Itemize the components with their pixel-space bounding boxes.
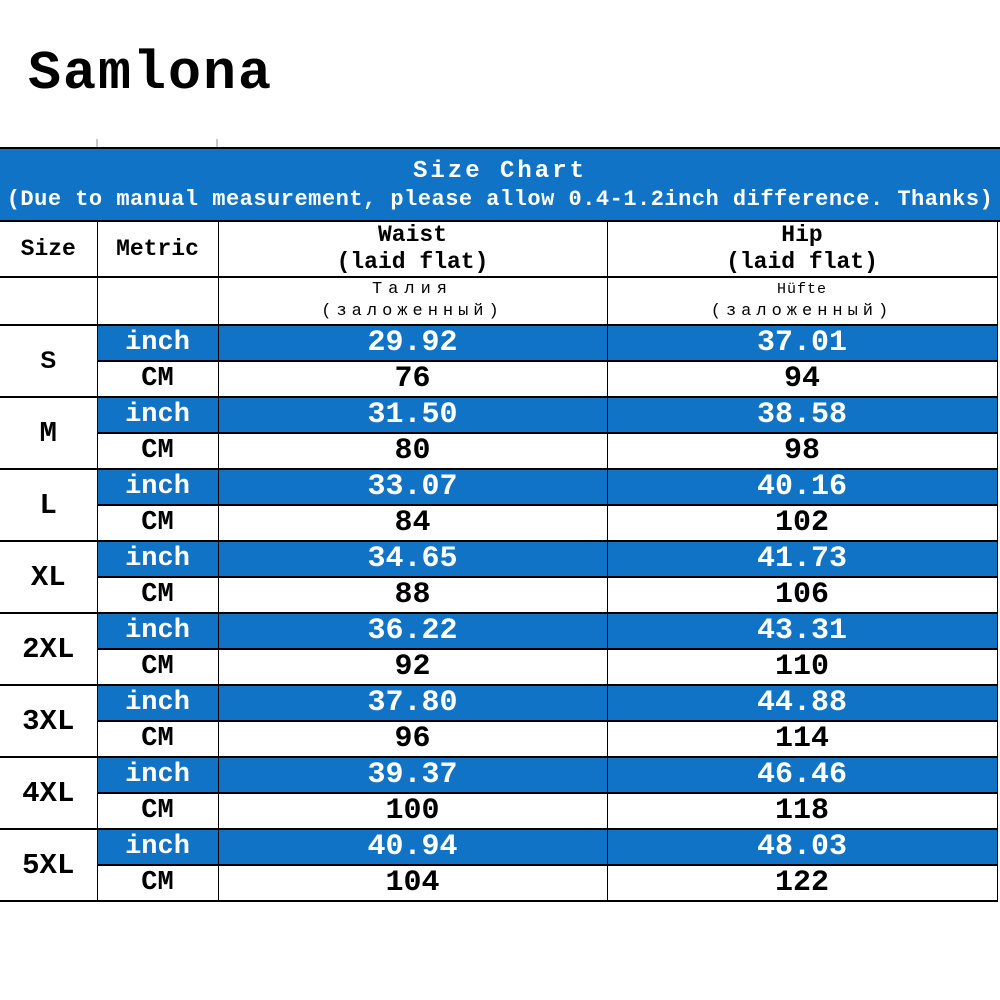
unit-label-inch: inch [97,397,219,434]
table-row: S inch 29.92 37.01 [0,325,998,398]
unit-label-cm: CM [97,433,219,470]
unit-label-cm: CM [97,361,219,398]
waist-inch-value: 34.65 [218,541,608,578]
unit-label-inch: inch [97,541,219,578]
col-header-metric: Metric [97,222,219,278]
unit-label-inch: inch [97,613,219,650]
waist-inch-value: 33.07 [218,469,608,506]
table-row: CM 92 110 [0,649,998,686]
hip-cm-value: 98 [607,433,998,470]
hip-inch-value: 40.16 [607,469,998,506]
hip-inch-value: 44.88 [607,685,998,722]
col-header-hip: Hip (laid flat) [607,222,998,278]
size-label: S [0,325,98,398]
waist-cm-value: 80 [218,433,608,470]
banner-subtitle: (Due to manual measurement, please allow… [6,187,994,212]
table-row: 4XL inch 39.37 46.46 [0,757,998,830]
hip-header-line1: Hip [781,222,823,248]
unit-label-cm: CM [97,505,219,542]
size-table: Size Metric Waist (laid flat) Hip (laid … [0,222,998,902]
hip-inch-value: 48.03 [607,829,998,866]
grid-tick [216,139,218,147]
translated-header-row: Талия (заложенный) Hüfte (заложенный) [0,277,998,326]
hip-inch-value: 46.46 [607,757,998,794]
hip-cm-value: 110 [607,649,998,686]
size-label: 4XL [0,757,98,830]
hip-translated-line1: Hüfte [776,281,827,298]
table-row: L inch 33.07 40.16 [0,469,998,542]
hip-cm-value: 118 [607,793,998,830]
unit-label-inch: inch [97,469,219,506]
table-row: CM 88 106 [0,577,998,614]
banner-title: Size Chart [412,158,588,185]
hip-translated-line2: (заложенный) [710,302,894,321]
table-row: CM 96 114 [0,721,998,758]
size-label: XL [0,541,98,614]
waist-header-line1: Waist [377,222,447,248]
unit-label-inch: inch [97,757,219,794]
unit-label-cm: CM [97,721,219,758]
unit-label-inch: inch [97,325,219,362]
empty-cell [97,277,219,326]
hip-inch-value: 43.31 [607,613,998,650]
waist-cm-value: 76 [218,361,608,398]
hip-cm-value: 114 [607,721,998,758]
table-row: 5XL inch 40.94 48.03 [0,829,998,902]
waist-inch-value: 31.50 [218,397,608,434]
waist-cm-value: 100 [218,793,608,830]
waist-translated-line1: Талия [371,280,453,299]
waist-inch-value: 36.22 [218,613,608,650]
hip-inch-value: 41.73 [607,541,998,578]
unit-label-cm: CM [97,793,219,830]
table-row: CM 104 122 [0,865,998,902]
waist-cm-value: 104 [218,865,608,902]
waist-header-line2: (laid flat) [336,249,489,275]
waist-inch-value: 37.80 [218,685,608,722]
unit-label-cm: CM [97,865,219,902]
col-header-waist-translated: Талия (заложенный) [218,277,608,326]
waist-cm-value: 84 [218,505,608,542]
table-row: M inch 31.50 38.58 [0,397,998,470]
brand-logo: Samlona [28,42,274,105]
table-row: CM 100 118 [0,793,998,830]
size-label: M [0,397,98,470]
unit-label-inch: inch [97,685,219,722]
waist-cm-value: 96 [218,721,608,758]
size-label: L [0,469,98,542]
size-chart-banner: Size Chart (Due to manual measurement, p… [0,147,1000,222]
hip-cm-value: 94 [607,361,998,398]
hip-inch-value: 38.58 [607,397,998,434]
size-label: 2XL [0,613,98,686]
waist-inch-value: 39.37 [218,757,608,794]
waist-cm-value: 88 [218,577,608,614]
table-row: 2XL inch 36.22 43.31 [0,613,998,686]
table-row: XL inch 34.65 41.73 [0,541,998,614]
unit-label-cm: CM [97,577,219,614]
table-row: CM 80 98 [0,433,998,470]
size-label: 3XL [0,685,98,758]
waist-translated-line2: (заложенный) [321,302,504,321]
col-header-hip-translated: Hüfte (заложенный) [607,277,998,326]
col-header-waist: Waist (laid flat) [218,222,608,278]
grid-tick [96,139,98,147]
unit-label-cm: CM [97,649,219,686]
table-row: CM 84 102 [0,505,998,542]
empty-cell [0,277,98,326]
unit-label-inch: inch [97,829,219,866]
hip-cm-value: 106 [607,577,998,614]
table-row: CM 76 94 [0,361,998,398]
hip-cm-value: 122 [607,865,998,902]
waist-inch-value: 29.92 [218,325,608,362]
table-row: 3XL inch 37.80 44.88 [0,685,998,758]
waist-cm-value: 92 [218,649,608,686]
size-label: 5XL [0,829,98,902]
header-row: Size Metric Waist (laid flat) Hip (laid … [0,222,998,278]
col-header-size: Size [0,222,98,278]
waist-inch-value: 40.94 [218,829,608,866]
hip-header-line2: (laid flat) [726,249,878,275]
hip-inch-value: 37.01 [607,325,998,362]
hip-cm-value: 102 [607,505,998,542]
